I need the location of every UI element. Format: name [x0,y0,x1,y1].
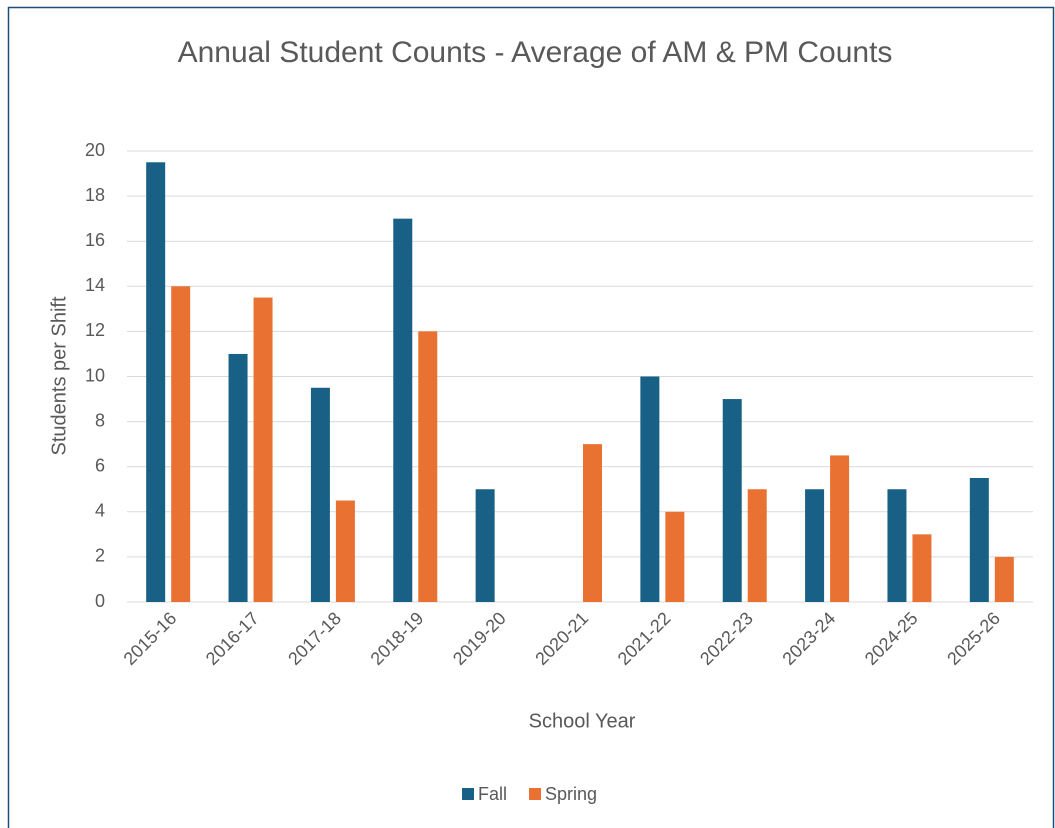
bar [335,500,355,602]
bar [640,376,660,602]
legend-label: Spring [545,784,597,804]
bar [830,455,850,602]
y-tick-label: 8 [95,410,105,430]
bar [747,489,767,602]
x-tick-label: 2025-26 [943,608,1004,669]
bar [665,511,685,602]
bar [805,489,825,602]
y-tick-label: 0 [95,591,105,611]
x-tick-label: 2017-18 [284,608,345,669]
x-tick-label: 2021-22 [614,608,675,669]
legend-swatch [529,788,542,800]
y-axis-label: Students per Shift [48,296,70,455]
legend-swatch [462,788,474,800]
bar [475,489,495,602]
x-tick-label: 2022-23 [696,608,757,669]
x-tick-label: 2019-20 [449,608,510,669]
bar [969,477,989,602]
bar [228,353,248,602]
bar [722,399,742,602]
x-tick-label: 2016-17 [202,608,263,669]
bar [418,331,438,602]
y-tick-label: 6 [95,455,105,475]
y-tick-label: 20 [85,140,105,160]
bar [146,162,166,602]
y-tick-label: 16 [85,230,105,250]
y-tick-label: 18 [85,185,105,205]
x-tick-label: 2024-25 [861,608,922,669]
bar [912,534,932,602]
x-axis-label: School Year [529,710,636,732]
y-tick-label: 12 [85,320,105,340]
bar [583,444,602,602]
chart-border [7,6,1055,828]
bar [887,489,907,602]
bar [310,387,330,602]
y-tick-label: 4 [95,501,105,521]
x-tick-label: 2020-21 [531,608,592,669]
x-tick-label: 2018-19 [367,608,428,669]
bar [253,297,273,602]
chart-title: Annual Student Counts - Average of AM & … [177,36,893,69]
bar [171,286,191,602]
y-tick-label: 10 [85,365,105,385]
bar [994,556,1014,602]
y-tick-label: 14 [85,275,105,295]
x-tick-label: 2023-24 [778,608,839,669]
x-tick-label: 2015-16 [120,608,181,669]
y-tick-label: 2 [95,546,105,566]
bar [393,218,413,602]
legend-label: Fall [478,784,507,804]
